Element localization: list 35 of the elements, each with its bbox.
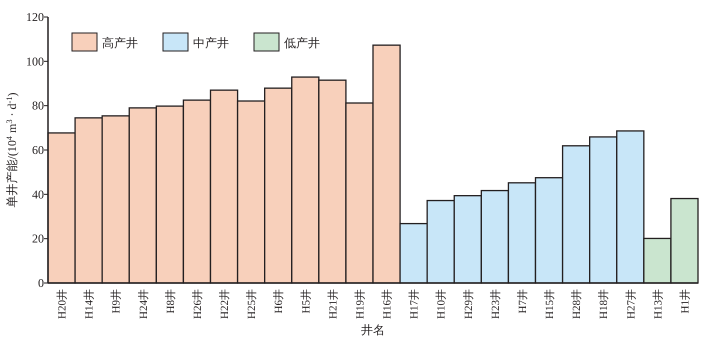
y-tick-label: 40 <box>32 187 44 202</box>
x-tick-label: H22井 <box>218 289 232 319</box>
x-tick-label: H8井 <box>164 289 177 314</box>
x-tick-label: H20井 <box>56 289 69 319</box>
x-tick-label: H13井 <box>651 289 664 319</box>
y-tick-label: 120 <box>26 10 44 24</box>
x-tick-label: H17井 <box>408 289 421 319</box>
x-tick-label: H21井 <box>326 289 340 319</box>
x-tick-label: H27井 <box>624 289 638 319</box>
x-tick-label: H16井 <box>380 289 394 319</box>
x-tick-label: H29井 <box>462 289 475 319</box>
y-tick-label: 0 <box>38 276 44 290</box>
x-axis-title: 井名 <box>361 323 385 337</box>
legend-label: 低产井 <box>284 36 320 50</box>
x-tick-label: H1井 <box>678 289 692 314</box>
x-tick-label: H5井 <box>299 289 312 314</box>
y-tick-label: 100 <box>26 54 44 68</box>
x-tick-label: H15井 <box>543 289 556 319</box>
x-tick-label: H9井 <box>110 289 123 314</box>
legend-label: 中产井 <box>193 36 229 50</box>
legend-label: 高产井 <box>102 36 138 50</box>
x-tick-label: H18井 <box>597 289 610 319</box>
x-tick-label: H6井 <box>272 289 286 314</box>
x-tick-label: H28井 <box>570 289 584 319</box>
x-tick-label: H14井 <box>82 289 96 319</box>
x-tick-label: H26井 <box>190 289 204 319</box>
y-tick-label: 20 <box>32 232 44 246</box>
x-tick-label: H7井 <box>516 289 529 314</box>
x-tick-label: H23井 <box>488 289 502 319</box>
x-tick-label: H19井 <box>353 289 366 319</box>
x-tick-label: H10井 <box>434 289 448 319</box>
x-tick-label: H25井 <box>245 289 258 319</box>
y-tick-label: 60 <box>32 143 44 157</box>
y-tick-label: 80 <box>32 98 44 113</box>
x-tick-label: H24井 <box>136 289 150 319</box>
